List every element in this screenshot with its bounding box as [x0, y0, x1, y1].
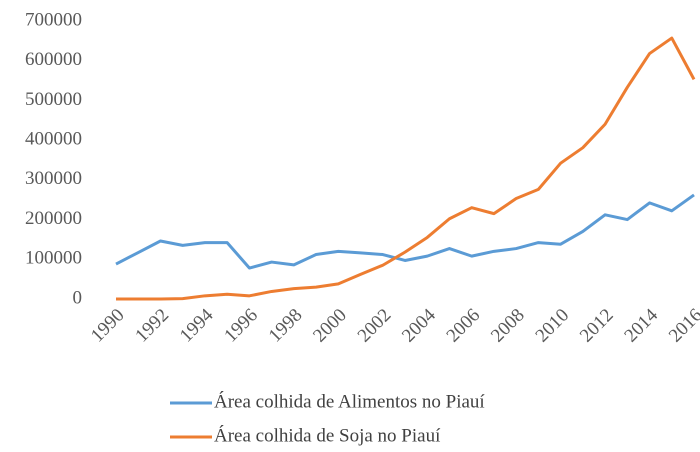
y-tick-label: 700000: [25, 9, 82, 30]
x-tick-label: 2008: [487, 305, 529, 347]
legend: Área colhida de Alimentos no Piauí Área c…: [170, 390, 485, 446]
x-tick-label: 2006: [443, 305, 485, 347]
y-tick-label: 500000: [25, 89, 82, 110]
series-line: [116, 36, 696, 301]
x-tick-label: 2010: [532, 305, 574, 347]
x-tick-label: 2002: [354, 305, 396, 347]
x-tick-label: 1990: [87, 305, 129, 347]
x-tick-label: 1994: [176, 304, 218, 346]
y-tick-label: 600000: [25, 49, 82, 70]
y-tick-label: 200000: [25, 208, 82, 229]
y-tick-label: 300000: [25, 168, 82, 189]
x-tick-label: 2014: [620, 304, 662, 346]
x-tick-label: 2004: [398, 304, 440, 346]
x-tick-label: 1996: [220, 305, 262, 347]
x-tick-label: 1998: [265, 305, 307, 347]
legend-label: Área colhida de Soja no Piauí: [214, 424, 441, 446]
y-tick-label: 400000: [25, 129, 82, 150]
x-tick-label: 2012: [576, 305, 618, 347]
x-tick-label: 1992: [131, 305, 173, 347]
y-tick-label: 0: [73, 287, 83, 308]
legend-label: Área colhida de Alimentos no Piauí: [214, 390, 485, 412]
y-tick-label: 100000: [25, 248, 82, 269]
series-line: [115, 193, 695, 270]
x-tick-label: 2000: [309, 305, 351, 347]
x-tick-label: 2016: [665, 305, 700, 347]
